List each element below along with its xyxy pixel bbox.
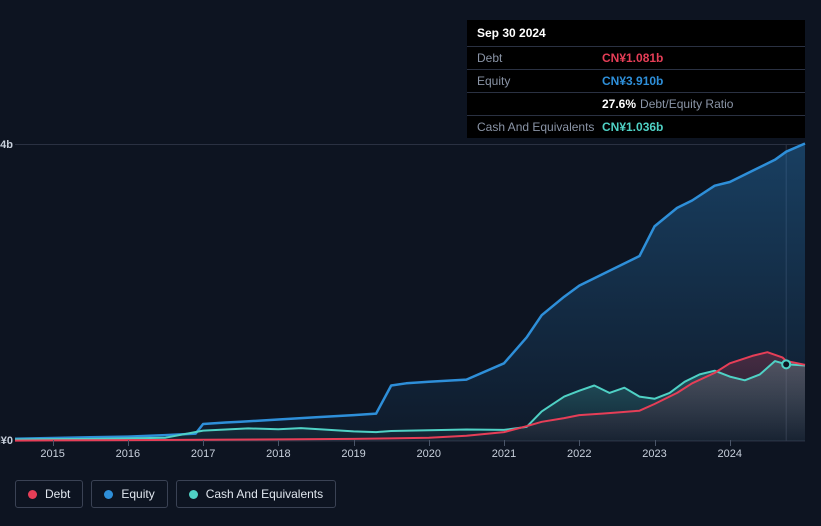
chart-legend: Debt Equity Cash And Equivalents — [15, 480, 336, 508]
tooltip-row: EquityCN¥3.910b — [467, 70, 805, 93]
y-tick-label: CN¥4b — [0, 139, 17, 151]
x-tick-label: 2017 — [191, 448, 215, 460]
x-tick-label: 2023 — [642, 448, 666, 460]
marker-dot-cash — [782, 360, 790, 368]
legend-label: Debt — [45, 487, 70, 501]
plot-area: CN¥0CN¥4b — [15, 144, 805, 440]
legend-dot-icon — [28, 490, 37, 499]
legend-item-equity[interactable]: Equity — [91, 480, 167, 508]
tooltip-date: Sep 30 2024 — [467, 20, 805, 47]
legend-item-cash-and-equivalents[interactable]: Cash And Equivalents — [176, 480, 336, 508]
x-tick-label: 2016 — [116, 448, 140, 460]
x-tick-label: 2018 — [266, 448, 290, 460]
tooltip-row-value: 27.6%Debt/Equity Ratio — [602, 97, 733, 111]
tooltip-row-label — [477, 97, 602, 111]
legend-dot-icon — [104, 490, 113, 499]
tooltip-row-value: CN¥3.910b — [602, 74, 663, 88]
x-tick-label: 2019 — [341, 448, 365, 460]
x-tick-label: 2021 — [492, 448, 516, 460]
x-axis: 2015 2016 2017 2018 2019 2020 2021 2022 2023 2024 — [15, 440, 805, 465]
x-tick-label: 2022 — [567, 448, 591, 460]
financials-chart[interactable]: CN¥0CN¥4b 201520162017201820192020202120… — [15, 120, 805, 465]
legend-label: Cash And Equivalents — [206, 487, 323, 501]
tooltip-row-suffix: Debt/Equity Ratio — [640, 97, 733, 111]
tooltip-row-value: CN¥1.036b — [602, 120, 663, 134]
chart-svg — [15, 145, 805, 441]
tooltip-row-label: Debt — [477, 51, 602, 65]
tooltip-row-value: CN¥1.081b — [602, 51, 663, 65]
data-tooltip: Sep 30 2024 DebtCN¥1.081bEquityCN¥3.910b… — [467, 20, 805, 138]
legend-dot-icon — [189, 490, 198, 499]
legend-item-debt[interactable]: Debt — [15, 480, 83, 508]
x-tick-label: 2024 — [718, 448, 742, 460]
tooltip-row: DebtCN¥1.081b — [467, 47, 805, 70]
legend-label: Equity — [121, 487, 154, 501]
tooltip-row: 27.6%Debt/Equity Ratio — [467, 93, 805, 116]
tooltip-row-label: Equity — [477, 74, 602, 88]
x-tick-label: 2020 — [417, 448, 441, 460]
tooltip-row-label: Cash And Equivalents — [477, 120, 602, 134]
x-tick-label: 2015 — [40, 448, 64, 460]
tooltip-rows: DebtCN¥1.081bEquityCN¥3.910b27.6%Debt/Eq… — [467, 47, 805, 138]
tooltip-row: Cash And EquivalentsCN¥1.036b — [467, 116, 805, 138]
